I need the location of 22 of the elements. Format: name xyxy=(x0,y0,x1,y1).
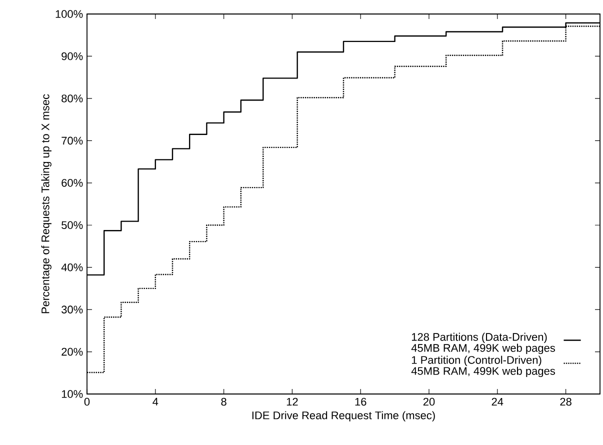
y-tick-label: 70% xyxy=(62,136,83,145)
x-tick-label: 4 xyxy=(152,398,158,406)
x-tick-label: 8 xyxy=(221,398,226,406)
x-tick-label: 0 xyxy=(84,398,90,406)
x-tick-label: 16 xyxy=(355,398,366,406)
x-axis-title: IDE Drive Read Request Time (msec) xyxy=(252,411,435,422)
y-tick-label: 100% xyxy=(56,10,83,18)
legend-label: 128 Partitions (Data-Driven) 45MB RAM, 499K web pages xyxy=(411,332,556,354)
y-tick-label: 30% xyxy=(62,306,83,314)
y-tick-label: 10% xyxy=(62,390,83,398)
x-tick-label: 24 xyxy=(492,398,504,406)
y-tick-label: 90% xyxy=(62,52,83,60)
y-axis-title: Percentage of Requests Taking up to X msec xyxy=(41,94,52,314)
y-tick-label: 20% xyxy=(62,348,83,356)
x-tick-label: 20 xyxy=(423,398,435,406)
y-tick-label: 80% xyxy=(62,94,83,102)
y-tick-label: 60% xyxy=(62,179,83,187)
y-tick-label: 40% xyxy=(61,263,83,272)
legend-label: 1 Partition (Control-Driven) 45MB RAM, 499K web pages xyxy=(411,356,556,378)
x-tick-label: 28 xyxy=(560,398,572,406)
x-tick-label: 12 xyxy=(286,398,298,406)
y-tick-label: 50% xyxy=(62,221,83,230)
